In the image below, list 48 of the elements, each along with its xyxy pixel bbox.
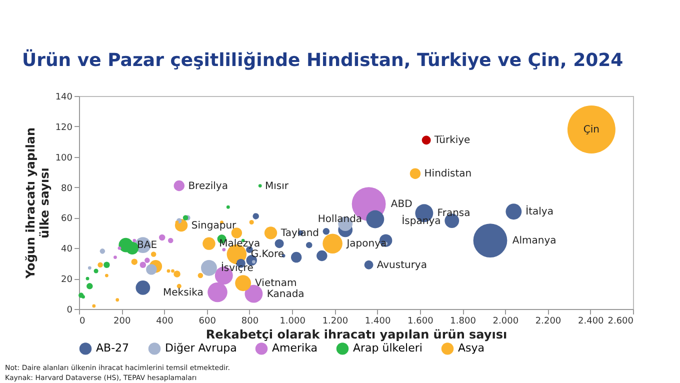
annotation: Hindistan: [424, 168, 472, 180]
x-tick-label: 1.800: [450, 316, 476, 326]
annotation: ABD: [390, 199, 413, 210]
x-tick-label: 0: [80, 316, 86, 326]
annotation: Kanada: [266, 288, 304, 300]
legend-label: Arap ülkeleri: [353, 342, 422, 355]
x-tick-label: 600: [198, 316, 216, 326]
annotation: Tayland: [280, 228, 320, 239]
x-tick-label: 800: [241, 316, 259, 326]
x-tick-label: 1.600: [408, 316, 434, 326]
legend-label: Amerika: [272, 342, 318, 355]
y-tick-label: 140: [55, 92, 73, 102]
annotation: Türkiye: [433, 135, 470, 146]
x-tick-label: 400: [156, 316, 174, 326]
x-tick-label: 1.400: [364, 316, 391, 326]
annotation: Çin: [583, 124, 600, 136]
y-tick-label: 100: [55, 153, 73, 164]
x-tick-label: 1.200: [322, 316, 348, 326]
legend-label: Diğer Avrupa: [165, 342, 237, 355]
y-tick-label: 20: [61, 275, 73, 286]
annotation: BAE: [136, 240, 158, 252]
annotation: Hollanda: [318, 214, 362, 226]
x-tick-label: 1.000: [280, 316, 306, 326]
annotation: G.Kore: [250, 249, 284, 260]
annotation: Singapur: [191, 220, 238, 232]
annotation: Brezilya: [188, 180, 228, 192]
annotation: Mısır: [265, 180, 290, 192]
annotation: Malezya: [219, 238, 260, 250]
legend-label: Asya: [458, 342, 485, 355]
annotation: Almanya: [512, 236, 556, 247]
annotation: Vietnam: [255, 278, 297, 290]
y-tick-label: 80: [61, 184, 73, 194]
y-tick-label: 0: [66, 306, 73, 316]
annotation: Meksika: [163, 287, 204, 298]
x-tick-label: 200: [114, 316, 131, 326]
x-tick-label: 2.400: [578, 316, 604, 326]
annotation: İtalya: [526, 204, 554, 218]
y-tick-label: 60: [61, 214, 73, 224]
legend-label: AB-27: [96, 342, 130, 355]
x-tick-label: 2.600: [608, 316, 634, 326]
y-tick-label: 120: [55, 122, 73, 133]
x-axis-title: Rekabetçi olarak ihracatı yapılan ürün sayısı: [206, 328, 508, 342]
chart-title: Ürün ve Pazar çeşitliliğinde Hindistan, Türkiye ve Çin, 2024: [22, 49, 624, 71]
annotation: Avusturya: [376, 260, 427, 271]
y-tick-label: 40: [61, 244, 73, 255]
x-tick-label: 2.000: [492, 316, 519, 326]
x-tick-label: 2.200: [535, 316, 562, 326]
y-axis-title: Yoğun ihracatı yapılan ülke sayısı: [23, 128, 52, 280]
